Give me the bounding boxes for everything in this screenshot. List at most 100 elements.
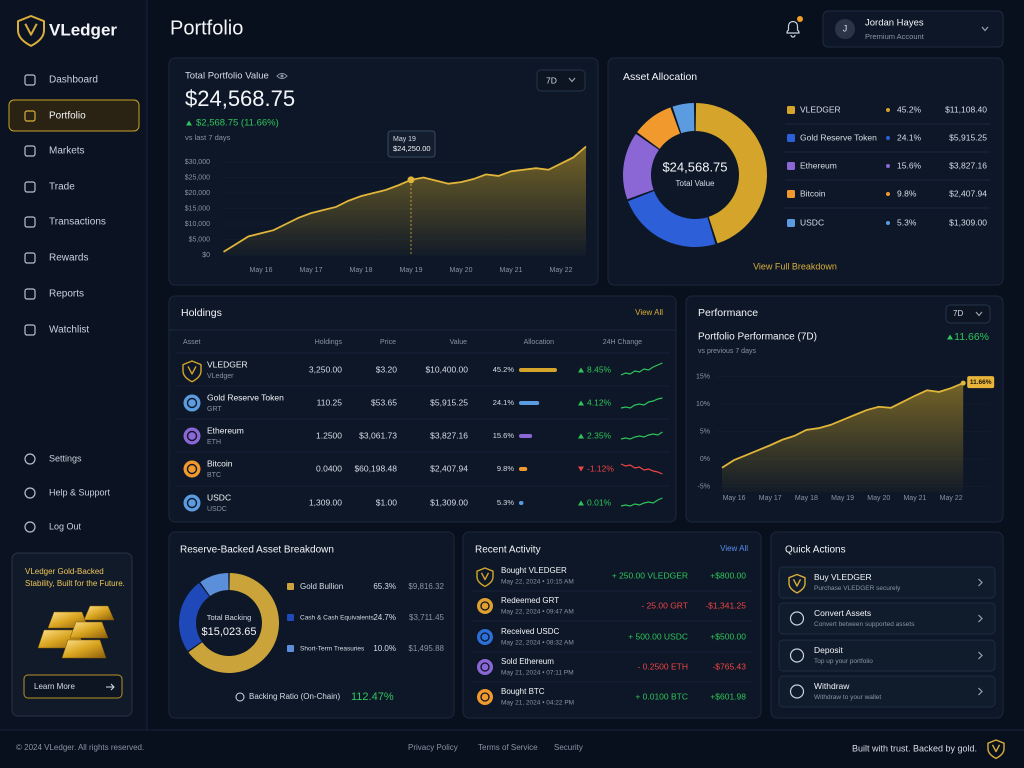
period-label[interactable]: 7D <box>953 309 963 318</box>
trend-arrow <box>186 120 192 126</box>
change-label: 2.35% <box>587 430 612 440</box>
asset-name: Bitcoin <box>207 458 233 468</box>
nav-item[interactable]: Portfolio <box>49 111 86 122</box>
action-subtitle[interactable]: Withdraw to your wallet <box>814 694 881 701</box>
trend-arrow <box>578 433 584 439</box>
activity-value: -$765.43 <box>712 661 746 671</box>
asset-symbol: ETH <box>207 439 221 446</box>
activity-icon-inner <box>480 601 490 611</box>
activity-amount: - 0.2500 ETH <box>637 661 688 671</box>
nav-item[interactable]: Dashboard <box>49 75 98 86</box>
nav-item-active[interactable] <box>8 99 140 132</box>
legend-label: VLEDGER <box>800 104 841 114</box>
x-tick-label: May 17 <box>300 267 323 274</box>
nav-item[interactable]: Transactions <box>49 217 106 228</box>
quick-action[interactable] <box>778 639 996 672</box>
activity-icon-inner <box>480 632 490 642</box>
action-subtitle[interactable]: Top up your portfolio <box>814 658 873 665</box>
price: $3,061.73 <box>359 430 397 440</box>
link[interactable]: View Full Breakdown <box>753 261 837 271</box>
activity-time: May 21, 2024 • 04:22 PM <box>501 700 574 707</box>
link[interactable]: View All <box>720 544 748 553</box>
footer-link[interactable]: Terms of Service <box>478 743 538 752</box>
nav-icon <box>24 453 36 465</box>
tooltip-date: May 19 <box>393 136 416 143</box>
notification-dot <box>797 16 803 22</box>
nav-item[interactable]: Log Out <box>49 521 82 531</box>
user-menu[interactable] <box>822 10 1004 48</box>
x-tick-label: May 18 <box>350 267 373 274</box>
period-label[interactable]: 7D <box>546 75 557 85</box>
period-select[interactable] <box>945 304 991 324</box>
line <box>721 382 964 469</box>
sparkline <box>620 431 663 440</box>
legend-dot <box>886 192 890 196</box>
activity-value: +$800.00 <box>710 570 746 580</box>
column-header: 24H Change <box>603 339 642 346</box>
chevron <box>978 578 983 587</box>
asset-icon-inner <box>186 430 198 442</box>
action-title[interactable]: Withdraw <box>814 681 850 691</box>
asset-icon-inner <box>186 497 198 509</box>
action-title[interactable]: Deposit <box>814 645 843 655</box>
nav-icon <box>24 216 36 228</box>
asset-symbol: BTC <box>207 472 221 479</box>
nav-item[interactable]: Rewards <box>49 253 88 264</box>
sparkline <box>620 362 663 376</box>
activity-value: +$601.98 <box>710 691 746 701</box>
end-badge-label: 11.66% <box>970 379 992 386</box>
footer-link[interactable]: Privacy Policy <box>408 743 458 752</box>
period-select[interactable] <box>536 69 586 92</box>
nav-item[interactable]: Help & Support <box>49 487 111 497</box>
learn-more-button[interactable] <box>23 674 123 699</box>
value: $5,915.25 <box>430 397 468 407</box>
nav-item[interactable]: Markets <box>49 146 85 157</box>
button-label[interactable]: Learn More <box>34 682 75 691</box>
x-tick-label: May 22 <box>940 495 963 502</box>
column-header: Allocation <box>524 339 554 346</box>
y-tick-label: $20,000 <box>185 190 210 197</box>
card-title: Reserve-Backed Asset Breakdown <box>180 545 334 556</box>
action-title[interactable]: Convert Assets <box>814 608 871 618</box>
card-title: Performance <box>698 307 758 319</box>
chevron <box>568 77 576 83</box>
activity-icon <box>477 689 493 705</box>
quick-action[interactable] <box>778 675 996 708</box>
activity-value: -$1,341.25 <box>705 600 746 610</box>
bell-icon <box>786 20 800 38</box>
donut-segment <box>200 573 229 597</box>
y-tick-label: $25,000 <box>185 174 210 181</box>
compare-label: vs last 7 days <box>185 133 231 142</box>
legend-amount: $5,915.25 <box>949 132 987 142</box>
donut-segment <box>695 103 767 244</box>
legend-swatch <box>787 106 795 114</box>
value: $2,407.94 <box>430 463 468 473</box>
quick-action[interactable] <box>778 602 996 635</box>
nav-item[interactable]: Reports <box>49 289 84 300</box>
nav-item[interactable]: Settings <box>49 453 82 463</box>
action-subtitle[interactable]: Purchase VLEDGER securely <box>814 585 901 592</box>
portfolio-change: $2,568.75 (11.66%) <box>196 118 279 129</box>
link[interactable]: View All <box>635 308 663 317</box>
nav-icon <box>24 145 36 157</box>
legend-swatch <box>787 162 795 170</box>
nav-item[interactable]: Watchlist <box>49 325 89 336</box>
footer-link[interactable]: Security <box>554 743 583 752</box>
legend-dot <box>886 164 890 168</box>
legend-label: Short-Term Treasuries <box>300 646 365 653</box>
copyright: © 2024 VLedger. All rights reserved. <box>16 743 144 752</box>
y-tick-label: 0% <box>700 456 710 463</box>
card <box>462 531 762 719</box>
legend-percent: 24.7% <box>373 613 396 622</box>
quick-action[interactable] <box>778 566 996 599</box>
value: $3,827.16 <box>430 430 468 440</box>
legend-percent: 45.2% <box>897 104 922 114</box>
x-tick-label: May 22 <box>550 267 573 274</box>
action-subtitle[interactable]: Convert between supported assets <box>814 621 915 628</box>
y-tick-label: 5% <box>700 428 710 435</box>
nav-item[interactable]: Trade <box>49 182 75 193</box>
column-header: Price <box>380 339 396 346</box>
action-title[interactable]: Buy VLEDGER <box>814 572 872 582</box>
activity-time: May 22, 2024 • 10:15 AM <box>501 579 574 586</box>
